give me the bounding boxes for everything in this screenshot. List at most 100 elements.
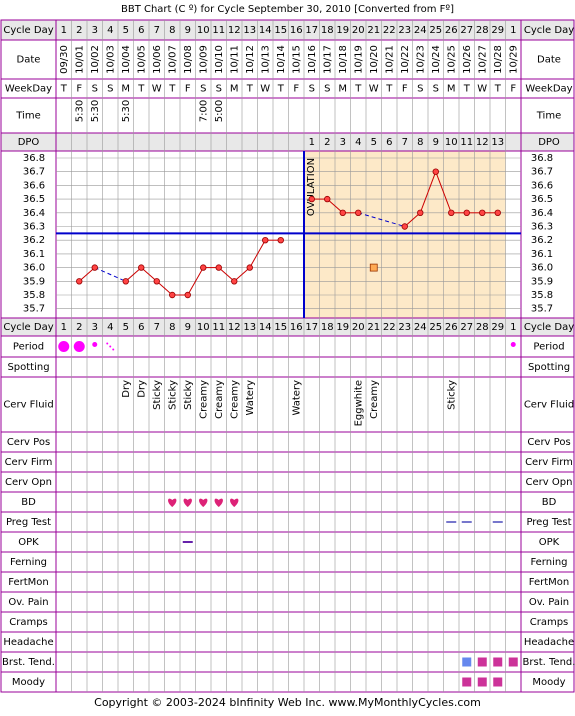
weekday-cell: T	[494, 84, 502, 95]
cycle-day-cell-bottom: 19	[336, 322, 349, 333]
cycle-day-cell-bottom: 16	[290, 322, 303, 333]
bd-heart-icon	[230, 498, 239, 507]
header-band-dpo	[1, 133, 574, 151]
date-cell: 10/08	[183, 45, 194, 74]
weekday-cell: F	[293, 84, 299, 95]
date-cell: 10/14	[276, 45, 287, 74]
temp-point	[200, 264, 207, 271]
cycle-day-cell: 2	[76, 25, 82, 36]
left-label-fertmon: FertMon	[8, 577, 48, 588]
cycle-day-cell: 12	[228, 25, 241, 36]
temp-point	[463, 209, 470, 216]
cycle-day-cell-bottom: 6	[138, 322, 144, 333]
cycle-day-cell: 24	[414, 25, 427, 36]
left-label-ferning: Ferning	[10, 557, 47, 568]
weekday-cell: T	[277, 84, 285, 95]
cycle-day-cell: 19	[336, 25, 349, 36]
header-band-cycle_day	[1, 20, 574, 40]
cycle-day-cell: 27	[460, 25, 473, 36]
cycle-day-cell-bottom: 3	[92, 322, 98, 333]
temp-point	[494, 209, 501, 216]
y-tick-right: 35.9	[531, 276, 553, 287]
temp-segment	[404, 212, 421, 227]
right-label-preg_test: Preg Test	[526, 517, 571, 528]
weekday-cell: W	[369, 84, 379, 95]
temp-point	[138, 264, 145, 271]
cycle-day-cell-bottom: 15	[274, 322, 287, 333]
weekday-cell: S	[107, 84, 113, 95]
y-tick-left: 35.9	[23, 276, 45, 287]
date-cell: 10/04	[121, 45, 132, 74]
date-cell: 10/20	[369, 45, 380, 74]
date-cell: 10/22	[400, 45, 411, 74]
cycle-day-cell-bottom: 23	[398, 322, 411, 333]
date-cell: 10/23	[415, 45, 426, 74]
left-label-dpo: DPO	[18, 137, 40, 148]
date-cell: 10/03	[105, 45, 116, 74]
weekday-cell: W	[477, 84, 487, 95]
period-spot-dot	[106, 342, 109, 345]
right-label-cramps: Cramps	[530, 617, 569, 628]
cycle-day-cell: 14	[259, 25, 272, 36]
right-label-time: Time	[536, 111, 561, 122]
moody-mark	[493, 677, 503, 687]
cycle-day-cell-bottom: 24	[414, 322, 427, 333]
temp-segment	[187, 267, 204, 296]
bd-heart-icon	[199, 498, 208, 507]
time-cell: 5:30	[90, 100, 101, 122]
right-label-moody: Moody	[532, 677, 565, 688]
weekday-cell: S	[417, 84, 423, 95]
y-tick-right: 36.8	[531, 153, 553, 164]
cycle-day-cell: 18	[321, 25, 334, 36]
temp-point	[122, 278, 129, 285]
right-label-dpo: DPO	[538, 137, 560, 148]
moody-mark	[477, 677, 487, 687]
weekday-cell: M	[338, 84, 347, 95]
date-cell: 10/29	[508, 45, 519, 74]
left-label-cerv_firm: Cerv Firm	[5, 457, 53, 468]
date-cell: 10/25	[446, 45, 457, 74]
time-cell: 5:00	[214, 100, 225, 122]
left-label-cycle_day2: Cycle Day	[3, 322, 53, 333]
dpo-cell: 5	[371, 137, 377, 148]
header-band-cycle_day2	[1, 318, 574, 336]
period-light-dot	[92, 342, 98, 347]
cycle-day-cell-bottom: 21	[367, 322, 380, 333]
cycle-day-cell-bottom: 4	[107, 322, 113, 333]
date-cell: 10/10	[214, 45, 225, 74]
cycle-day-cell: 20	[352, 25, 365, 36]
temp-segment	[156, 280, 173, 296]
cycle-day-cell-bottom: 12	[228, 322, 241, 333]
temp-point	[277, 236, 284, 244]
cycle-day-cell-bottom: 17	[305, 322, 318, 333]
y-tick-left: 36.7	[23, 167, 45, 178]
left-label-moody: Moody	[12, 677, 45, 688]
period-spot-dot	[112, 348, 115, 351]
temp-segment	[125, 267, 142, 282]
cycle-day-cell-bottom: 9	[185, 322, 191, 333]
y-tick-left: 36.4	[23, 208, 45, 219]
temp-segment	[218, 267, 235, 282]
temp-point	[262, 236, 269, 244]
date-cell: 10/12	[245, 45, 256, 74]
left-label-cerv_opn: Cerv Opn	[5, 477, 52, 488]
cycle-day-cell-bottom: 22	[383, 322, 396, 333]
weekday-cell: M	[447, 84, 456, 95]
cerv-fluid-cell: Dry	[121, 380, 132, 398]
date-cell: 10/21	[384, 45, 395, 74]
left-label-cerv_pos: Cerv Pos	[7, 437, 50, 448]
brst-tend-mark	[508, 657, 518, 667]
right-label-ferning: Ferning	[530, 557, 567, 568]
right-label-bd: BD	[542, 497, 557, 508]
y-tick-left: 36.8	[23, 153, 45, 164]
weekday-cell: T	[463, 84, 471, 95]
weekday-cell: S	[309, 84, 315, 95]
dpo-cell: 2	[324, 137, 330, 148]
temp-point	[339, 209, 346, 216]
left-label-cerv_fluid: Cerv Fluid	[3, 400, 53, 411]
right-label-cerv_firm: Cerv Firm	[525, 457, 573, 468]
period-heavy-dot	[58, 341, 70, 352]
temp-dashed-link	[94, 267, 126, 282]
dpo-cell: 4	[355, 137, 361, 148]
left-label-preg_test: Preg Test	[6, 517, 51, 528]
